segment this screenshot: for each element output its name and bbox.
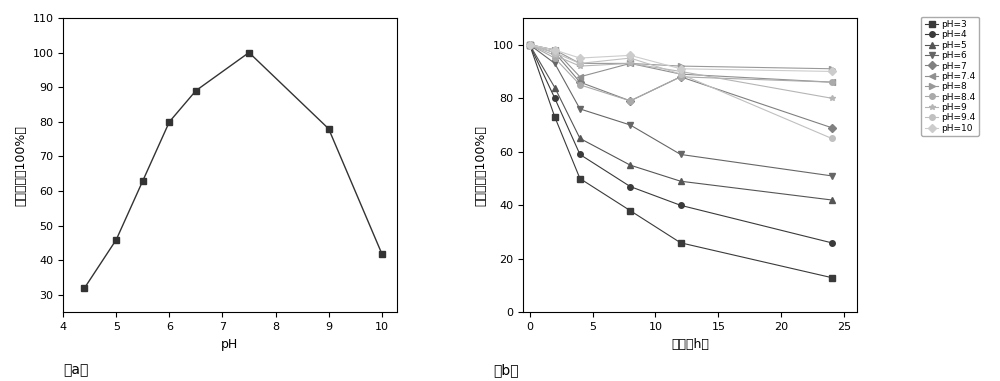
Line: pH=4: pH=4 [527, 42, 834, 246]
pH=7.4 [826, 80, 838, 85]
pH=9 [549, 53, 561, 58]
pH=9 [826, 96, 838, 101]
pH=5 [574, 136, 586, 141]
pH=3 [549, 115, 561, 119]
pH=4 [574, 152, 586, 157]
pH=9 [675, 69, 687, 74]
pH=7 [574, 80, 586, 85]
pH=9 [624, 61, 636, 66]
pH=6 [574, 107, 586, 111]
pH=5 [675, 179, 687, 184]
pH=7.4 [675, 72, 687, 77]
pH=3 [826, 275, 838, 280]
pH=4 [675, 203, 687, 208]
Line: pH=7.4: pH=7.4 [527, 42, 834, 85]
pH=4 [524, 42, 536, 47]
Line: pH=9.4: pH=9.4 [527, 42, 834, 141]
pH=6 [675, 152, 687, 157]
pH=8 [826, 66, 838, 71]
pH=9.4 [524, 42, 536, 47]
pH=3 [574, 176, 586, 181]
Line: pH=8: pH=8 [527, 42, 834, 72]
pH=9 [524, 42, 536, 47]
pH=8 [624, 61, 636, 66]
pH=5 [549, 85, 561, 90]
Line: pH=3: pH=3 [527, 42, 834, 280]
pH=6 [826, 174, 838, 178]
Line: pH=10: pH=10 [527, 42, 834, 74]
pH=3 [524, 42, 536, 47]
pH=8.4 [675, 75, 687, 79]
pH=7.4 [624, 61, 636, 66]
Text: （b）: （b） [493, 363, 519, 377]
pH=6 [624, 123, 636, 127]
pH=8.4 [574, 83, 586, 87]
pH=10 [524, 42, 536, 47]
pH=9 [574, 64, 586, 68]
Line: pH=8.4: pH=8.4 [527, 42, 834, 104]
pH=7 [826, 125, 838, 130]
pH=8 [524, 42, 536, 47]
Text: （a）: （a） [63, 363, 89, 377]
pH=7 [549, 50, 561, 55]
pH=9.4 [624, 56, 636, 60]
Legend: pH=3, pH=4, pH=5, pH=6, pH=7, pH=7.4, pH=8, pH=8.4, pH=9, pH=9.4, pH=10: pH=3, pH=4, pH=5, pH=6, pH=7, pH=7.4, pH… [921, 16, 979, 136]
X-axis label: pH: pH [221, 338, 239, 351]
Line: pH=9: pH=9 [527, 42, 834, 101]
pH=4 [624, 184, 636, 189]
pH=8 [574, 61, 586, 66]
pH=10 [574, 56, 586, 60]
pH=9.4 [675, 72, 687, 77]
X-axis label: 时间（h）: 时间（h） [671, 338, 709, 351]
pH=5 [624, 163, 636, 167]
pH=6 [549, 61, 561, 66]
pH=10 [549, 48, 561, 52]
pH=4 [826, 240, 838, 245]
pH=5 [524, 42, 536, 47]
pH=9.4 [826, 136, 838, 141]
pH=7.4 [549, 48, 561, 52]
pH=7.4 [524, 42, 536, 47]
pH=7.4 [574, 75, 586, 79]
pH=10 [826, 69, 838, 74]
Y-axis label: 相对酶活（100%）: 相对酶活（100%） [14, 125, 27, 206]
pH=4 [549, 96, 561, 101]
pH=8.4 [549, 56, 561, 60]
Line: pH=5: pH=5 [527, 42, 834, 203]
pH=8 [675, 64, 687, 68]
Line: pH=7: pH=7 [527, 42, 834, 130]
pH=10 [675, 66, 687, 71]
pH=8.4 [826, 80, 838, 85]
pH=9.4 [549, 50, 561, 55]
pH=7 [524, 42, 536, 47]
pH=8.4 [624, 99, 636, 103]
pH=3 [675, 240, 687, 245]
pH=9.4 [574, 61, 586, 66]
pH=8 [549, 48, 561, 52]
pH=3 [624, 208, 636, 213]
pH=8.4 [524, 42, 536, 47]
pH=7 [675, 75, 687, 79]
pH=10 [624, 53, 636, 58]
pH=5 [826, 198, 838, 202]
pH=7 [624, 99, 636, 103]
Y-axis label: 相对酶活（100%）: 相对酶活（100%） [474, 125, 487, 206]
pH=6 [524, 42, 536, 47]
Line: pH=6: pH=6 [527, 42, 834, 179]
